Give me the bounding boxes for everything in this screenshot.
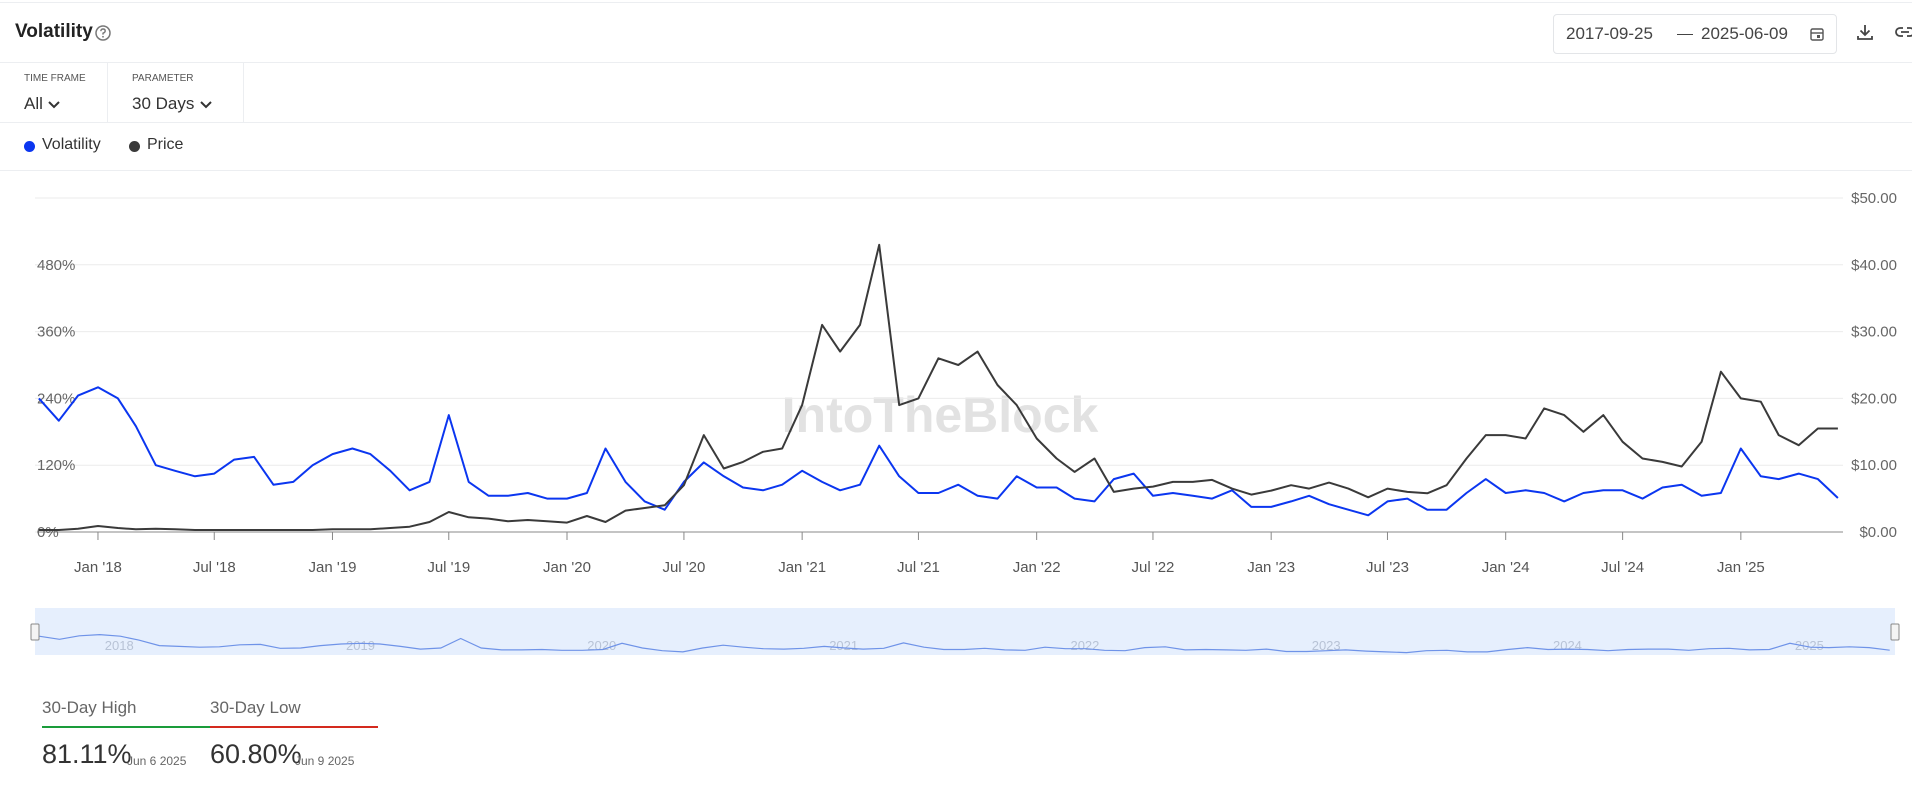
filter-value: All [24,94,43,113]
x-tick-label: Jan '20 [543,559,591,576]
parameter-filter[interactable]: PARAMETER 30 Days [107,62,244,122]
navigator-label: 2019 [346,638,375,653]
y-tick-label: 480% [37,257,75,274]
x-tick-label: Jul '23 [1366,559,1409,576]
chevron [200,101,212,109]
x-tick-label: Jan '22 [1013,559,1061,576]
help-icon[interactable] [94,24,112,42]
page-title: Volatility [15,21,93,42]
x-tick-label: Jan '24 [1482,559,1530,576]
legend-label: Volatility [42,136,101,153]
navigator-label: 2024 [1553,638,1582,653]
navigator-handle[interactable] [1890,623,1900,641]
navigator-line [38,633,1890,654]
divider [0,62,1912,63]
stat-value: 81.11% [42,739,132,769]
time-frame-filter[interactable]: TIME FRAME All [0,62,108,122]
divider [0,122,1912,123]
legend-marker [24,141,35,152]
stat-value: 60.80% [210,739,302,769]
download-icon[interactable] [1855,22,1875,42]
x-tick-label: Jan '23 [1247,559,1295,576]
y-tick-label: 120% [37,457,75,474]
filter-value: 30 Days [132,94,195,113]
calendar-icon [1810,28,1824,41]
legend-marker [129,141,140,152]
watermark: IntoTheBlock [782,387,1099,443]
x-tick-label: Jul '21 [897,559,940,576]
stat-underline [42,726,210,728]
stat-underline [210,726,378,728]
link-icon[interactable] [1895,22,1912,42]
range-dash [1677,34,1693,35]
y2-tick-label: $50.00 [1851,190,1897,207]
x-tick-label: Jan '21 [778,559,826,576]
x-tick-label: Jul '18 [193,559,236,576]
y-tick-label: 240% [37,390,75,407]
x-tick-label: Jul '22 [1132,559,1175,576]
filter-label: TIME FRAME [24,73,86,84]
y2-tick-label: $20.00 [1851,390,1897,407]
x-tick-label: Jan '19 [309,559,357,576]
legend-label: Price [147,136,184,153]
x-tick-label: Jan '25 [1717,559,1765,576]
navigator-label: 2020 [587,638,616,653]
y2-tick-label: $30.00 [1851,324,1897,341]
x-tick-label: Jul '20 [662,559,705,576]
chevron [48,101,60,109]
stat-label: 30-Day Low [210,698,301,717]
y2-tick-label: $10.00 [1851,457,1897,474]
start-date: 2017-09-25 [1566,24,1653,43]
navigator-label: 2018 [105,638,134,653]
x-tick-label: Jul '19 [427,559,470,576]
navigator-label: 2022 [1070,638,1099,653]
y2-tick-label: $0.00 [1859,524,1897,541]
navigator-label: 2021 [829,638,858,653]
series-line [38,243,1838,531]
navigator-label: 2023 [1312,638,1341,653]
end-date: 2025-06-09 [1701,24,1788,43]
date-range-picker[interactable]: 2017-09-25 2025-06-09 [1553,14,1837,54]
divider [0,170,1912,171]
series-line [38,386,1839,517]
stat-label: 30-Day High [42,698,137,717]
stat-date: Jun 9 2025 [295,754,355,768]
x-tick-label: Jul '24 [1601,559,1644,576]
y-tick-label: 0% [37,524,59,541]
navigator-background [35,608,1895,655]
divider [0,2,1912,3]
x-tick-label: Jan '18 [74,559,122,576]
filter-label: PARAMETER [132,73,194,84]
y2-tick-label: $40.00 [1851,257,1897,274]
navigator-handle[interactable] [30,623,40,641]
navigator-label: 2025 [1795,638,1824,653]
y-tick-label: 360% [37,324,75,341]
stat-date: Jun 6 2025 [127,754,187,768]
